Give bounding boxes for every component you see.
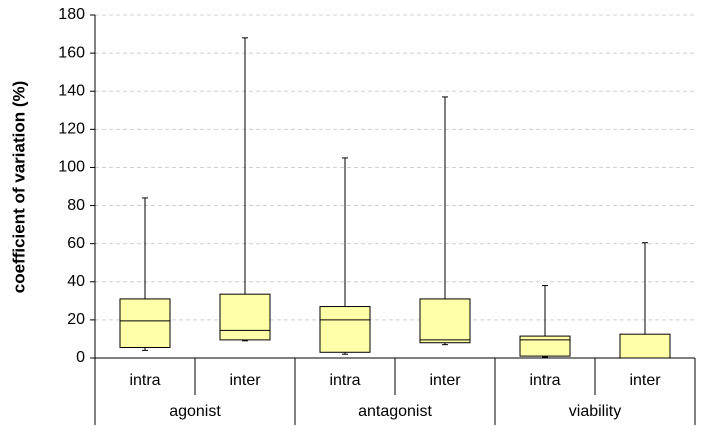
y-tick-label: 140 <box>58 82 85 99</box>
x-tick-label: intra <box>529 372 560 389</box>
y-tick-label: 40 <box>67 273 85 290</box>
x-tick-label: inter <box>429 372 461 389</box>
x-tick-label: inter <box>629 372 661 389</box>
box <box>119 298 171 349</box>
box <box>619 333 671 359</box>
x-tick-label: intra <box>329 372 360 389</box>
group-label: viability <box>569 403 621 420</box>
x-tick-label: intra <box>129 372 160 389</box>
box <box>519 335 571 357</box>
y-tick-label: 0 <box>76 349 85 366</box>
box <box>219 293 271 341</box>
y-tick-label: 60 <box>67 235 85 252</box>
box <box>419 298 471 344</box>
y-tick-label: 120 <box>58 121 85 138</box>
group-label: antagonist <box>358 403 432 420</box>
y-tick-label: 20 <box>67 311 85 328</box>
y-tick-label: 80 <box>67 197 85 214</box>
x-tick-label: inter <box>229 372 261 389</box>
y-tick-label: 180 <box>58 6 85 23</box>
box <box>319 306 371 353</box>
y-tick-label: 100 <box>58 159 85 176</box>
y-tick-label: 160 <box>58 44 85 61</box>
group-label: agonist <box>169 403 221 420</box>
y-axis-title: coefficient of variation (%) <box>9 81 28 294</box>
